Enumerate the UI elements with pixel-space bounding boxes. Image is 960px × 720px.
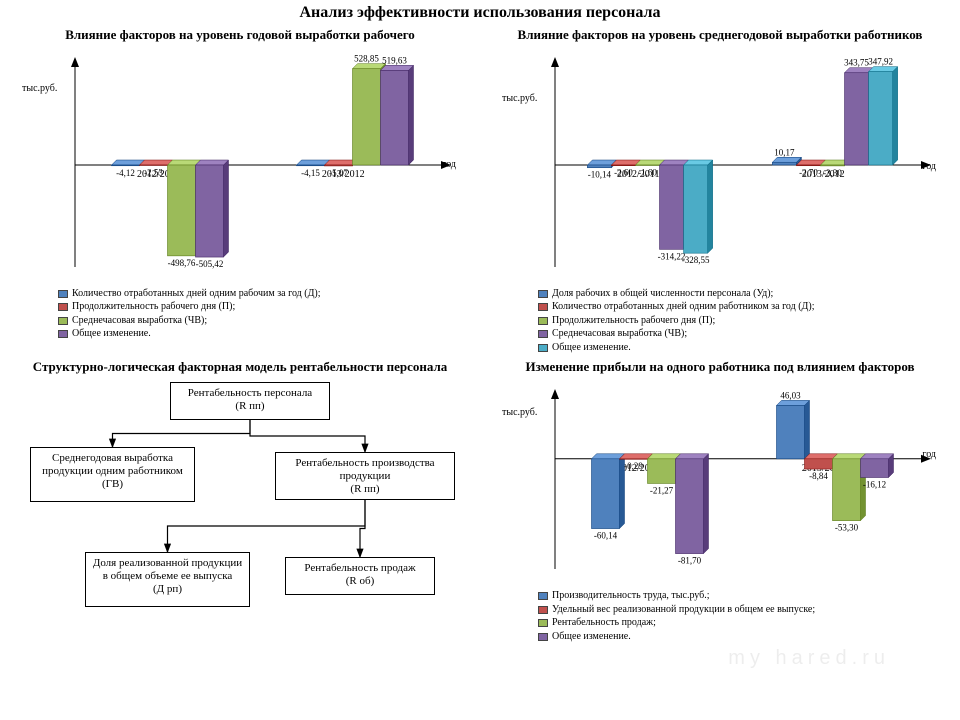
- legend-item: Доля рабочих в общей численности персона…: [538, 287, 952, 301]
- flow-title: Структурно-логическая факторная модель р…: [8, 358, 472, 377]
- legend-swatch: [538, 619, 548, 627]
- flow-node: Рентабельность персонала(R пп): [170, 382, 330, 420]
- svg-text:-2,53: -2,53: [144, 167, 163, 177]
- legend-swatch: [58, 303, 68, 311]
- svg-text:343,75: 343,75: [844, 58, 869, 68]
- legend-text: Производительность труда, тыс.руб.;: [552, 589, 710, 603]
- svg-text:-1,60: -1,60: [638, 167, 657, 177]
- chart-tr-legend: Доля рабочих в общей численности персона…: [488, 285, 952, 359]
- legend-text: Продолжительность рабочего дня (П);: [552, 314, 715, 328]
- svg-text:-16,12: -16,12: [863, 480, 886, 490]
- svg-text:-60,14: -60,14: [594, 531, 618, 541]
- svg-text:-4,12: -4,12: [116, 168, 135, 178]
- legend-swatch: [538, 344, 548, 352]
- legend-swatch: [58, 330, 68, 338]
- legend-item: Среднечасовая выработка (ЧВ);: [58, 314, 472, 328]
- chart-tl-svg: 2012/2011-4,12-2,53-498,76-505,422013/20…: [20, 45, 460, 285]
- svg-text:-10,14: -10,14: [588, 170, 612, 180]
- legend-text: Среднечасовая выработка (ЧВ);: [552, 327, 687, 341]
- legend-text: Общее изменение.: [552, 630, 631, 644]
- svg-text:-4,15: -4,15: [301, 168, 320, 178]
- chart-br-legend: Производительность труда, тыс.руб.;Удель…: [488, 587, 952, 647]
- chart-br-svg: 2012/2011-60,14-0,29-21,27-81,702013/201…: [500, 377, 940, 587]
- svg-text:-21,27: -21,27: [650, 486, 674, 496]
- legend-item: Количество отработанных дней одним работ…: [538, 300, 952, 314]
- legend-item: Рентабельность продаж;: [538, 616, 952, 630]
- svg-text:519,63: 519,63: [382, 55, 407, 65]
- legend-item: Среднечасовая выработка (ЧВ);: [538, 327, 952, 341]
- svg-text:46,03: 46,03: [780, 391, 801, 401]
- chart-tl-legend: Количество отработанных дней одним рабоч…: [8, 285, 472, 345]
- flow-node: Рентабельность производства продукции(R …: [275, 452, 455, 500]
- flowchart: Рентабельность персонала(R пп) Среднегодо…: [20, 377, 460, 657]
- legend-item: Общее изменение.: [58, 327, 472, 341]
- chart-br-title: Изменение прибыли на одного работника по…: [488, 358, 952, 377]
- legend-swatch: [538, 330, 548, 338]
- legend-text: Количество отработанных дней одним работ…: [552, 300, 815, 314]
- y-axis-label: тыс.руб.: [502, 407, 537, 418]
- svg-text:-498,76: -498,76: [168, 258, 196, 268]
- chart-top-right: Влияние факторов на уровень среднегодово…: [480, 26, 960, 358]
- legend-text: Количество отработанных дней одним рабоч…: [72, 287, 321, 301]
- legend-item: Общее изменение.: [538, 341, 952, 355]
- legend-swatch: [538, 317, 548, 325]
- legend-text: Рентабельность продаж;: [552, 616, 656, 630]
- legend-text: Среднечасовая выработка (ЧВ);: [72, 314, 207, 328]
- svg-text:-328,55: -328,55: [682, 255, 710, 265]
- legend-item: Производительность труда, тыс.руб.;: [538, 589, 952, 603]
- legend-swatch: [538, 606, 548, 614]
- chart-top-left: Влияние факторов на уровень годовой выра…: [0, 26, 480, 358]
- svg-text:-81,70: -81,70: [678, 556, 702, 566]
- svg-text:528,85: 528,85: [354, 54, 379, 64]
- chart-tr-title: Влияние факторов на уровень среднегодово…: [488, 26, 952, 45]
- flowchart-panel: Структурно-логическая факторная модель р…: [0, 358, 480, 657]
- legend-swatch: [58, 290, 68, 298]
- legend-swatch: [538, 633, 548, 641]
- legend-swatch: [538, 303, 548, 311]
- svg-text:-0,29: -0,29: [624, 462, 643, 472]
- legend-swatch: [538, 592, 548, 600]
- svg-text:-53,30: -53,30: [835, 523, 859, 533]
- y-axis-label: тыс.руб.: [502, 93, 537, 104]
- x-axis-label: год: [922, 449, 936, 460]
- chart-tl-title: Влияние факторов на уровень годовой выра…: [8, 26, 472, 45]
- x-axis-label: год: [922, 161, 936, 172]
- chart-bottom-right: Изменение прибыли на одного работника по…: [480, 358, 960, 657]
- legend-item: Количество отработанных дней одним рабоч…: [58, 287, 472, 301]
- svg-text:-8,84: -8,84: [809, 471, 828, 481]
- legend-swatch: [538, 290, 548, 298]
- legend-swatch: [58, 317, 68, 325]
- x-axis-label: год: [442, 159, 456, 170]
- legend-item: Удельный вес реализованной продукции в о…: [538, 603, 952, 617]
- svg-text:-5,07: -5,07: [329, 168, 348, 178]
- legend-text: Общее изменение.: [552, 341, 631, 355]
- svg-text:-505,42: -505,42: [196, 259, 224, 269]
- chart-tr-svg: 2012/2011-10,14-2,60-1,60-314,22-328,552…: [500, 45, 940, 285]
- legend-text: Удельный вес реализованной продукции в о…: [552, 603, 815, 617]
- legend-text: Доля рабочих в общей численности персона…: [552, 287, 773, 301]
- legend-item: Общее изменение.: [538, 630, 952, 644]
- svg-text:-3,30: -3,30: [823, 168, 842, 178]
- svg-text:-2,60: -2,60: [614, 168, 633, 178]
- main-title: Анализ эффективности использования персо…: [0, 0, 960, 26]
- svg-text:10,17: 10,17: [774, 147, 795, 157]
- svg-text:-2,70: -2,70: [799, 168, 818, 178]
- legend-text: Продолжительность рабочего дня (П);: [72, 300, 235, 314]
- legend-item: Продолжительность рабочего дня (П);: [58, 300, 472, 314]
- legend-text: Общее изменение.: [72, 327, 151, 341]
- flow-node: Рентабельность продаж(R об): [285, 557, 435, 595]
- y-axis-label: тыс.руб.: [22, 83, 57, 94]
- flow-node: Среднегодовая выработка продукции одним …: [30, 447, 195, 502]
- svg-text:347,92: 347,92: [868, 57, 893, 67]
- legend-item: Продолжительность рабочего дня (П);: [538, 314, 952, 328]
- flow-node: Доля реализованной продукции в общем объ…: [85, 552, 250, 607]
